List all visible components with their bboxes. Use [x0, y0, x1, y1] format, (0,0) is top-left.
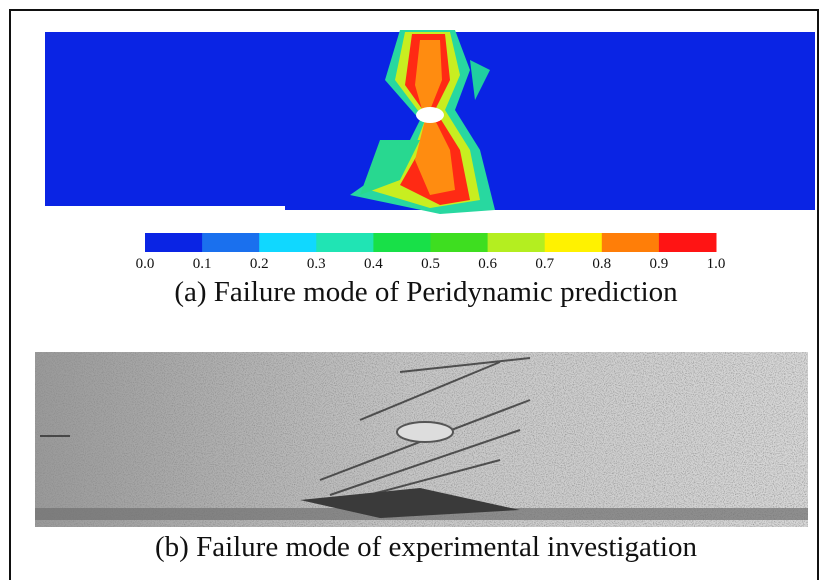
damage-contour — [45, 30, 815, 214]
caption: (b) Failure mode of experimental investi… — [155, 531, 697, 563]
colorbar-segment — [544, 233, 603, 252]
frame — [9, 9, 819, 580]
colorbar-tick-label: 0.8 — [592, 256, 611, 272]
colorbar-tick-label: 0.5 — [421, 256, 440, 272]
colorbar-segment — [202, 233, 260, 252]
colorbar-tick-label: 0.4 — [364, 256, 383, 272]
caption: (a) Failure mode of Peridynamic predicti… — [174, 276, 678, 308]
colorbar-tick-label: 0.3 — [307, 256, 326, 272]
colorbar-segment — [601, 233, 660, 252]
colorbar-segment — [316, 233, 374, 252]
colorbar-segment — [658, 233, 717, 252]
colorbar-segment — [487, 233, 546, 252]
colorbar-tick-label: 0.1 — [193, 256, 212, 272]
colorbar-segment — [259, 233, 317, 252]
colorbar-segment — [430, 233, 489, 252]
colorbar: 0.0 0.1 0.2 0.3 0.4 0.5 0.6 0.7 0.8 0.9 1.0 — [136, 233, 726, 272]
photo — [35, 352, 808, 527]
colorbar-tick-label: 0.2 — [250, 256, 269, 272]
colorbar-tick-label: 0.7 — [535, 256, 554, 272]
colorbar-segment — [373, 233, 431, 252]
colorbar-tick-label: 0.9 — [650, 256, 669, 272]
colorbar-tick-label: 0.0 — [136, 256, 155, 272]
colorbar-tick-label: 0.6 — [478, 256, 497, 272]
colorbar-segment — [145, 233, 203, 252]
colorbar-tick-label: 1.0 — [707, 256, 726, 272]
